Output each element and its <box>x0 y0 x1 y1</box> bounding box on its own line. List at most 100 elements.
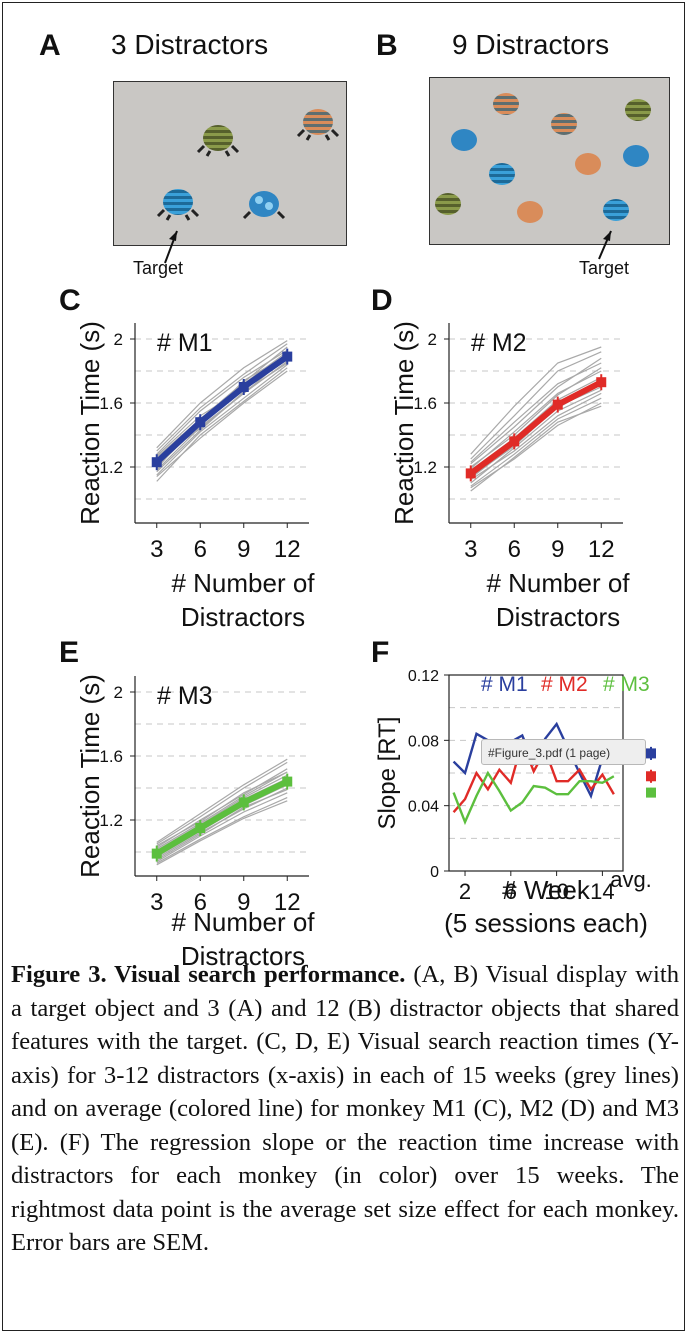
mean-point <box>282 351 293 362</box>
legend-entry: # M2 <box>541 673 588 696</box>
mean-point <box>238 382 249 392</box>
weekly-line <box>156 349 288 455</box>
x-tick-label: 9 <box>551 536 564 563</box>
chart-d-xlabel: # Number of Distractors <box>486 568 630 632</box>
y-tick-label: 0 <box>430 864 439 881</box>
mean-series-line <box>468 379 603 476</box>
target-object <box>156 189 200 221</box>
x-tick-label: 6 <box>505 879 517 903</box>
chart-e-xlabel: # Number of Distractors <box>171 907 315 971</box>
mean-series-line <box>154 354 289 465</box>
x-tick-label: 6 <box>194 889 207 911</box>
target-arrow-a <box>164 230 178 264</box>
weekly-line <box>156 800 288 866</box>
caption-title: Figure 3. Visual search performance. <box>11 961 406 988</box>
panel-letter-c: C <box>59 284 81 317</box>
pdf-file-tooltip: #Figure_3.pdf (1 page) <box>481 739 646 765</box>
weekly-line <box>156 771 288 847</box>
series-line <box>452 770 615 826</box>
weekly-line <box>156 370 288 478</box>
legend-entry: # M1 <box>481 673 528 696</box>
scene-b-drawing <box>435 93 651 223</box>
y-tick-label: 2 <box>114 330 123 349</box>
y-tick-label: 1.2 <box>99 458 123 477</box>
y-tick-label: 1.2 <box>99 811 123 830</box>
weekly-line <box>156 343 288 452</box>
blue-distractor-object <box>242 191 286 220</box>
x-tick-label: 3 <box>150 536 163 563</box>
monkey-annotation: # M2 <box>471 329 527 357</box>
x-tick-label: 3 <box>464 536 477 563</box>
target-object-b <box>603 199 629 221</box>
y-axis-label: Reaction Time (s) <box>75 674 105 878</box>
series-line <box>452 738 615 813</box>
weekly-line <box>470 357 602 465</box>
mean-point <box>238 797 249 808</box>
chart-m2-reaction-time: 1.2 1.6 2 3 6 9 12 Reaction Time (s) # M2 <box>389 321 623 563</box>
y-tick-label: 0.04 <box>408 799 439 816</box>
x-tick-label: 9 <box>237 536 250 563</box>
avg-point <box>646 748 656 759</box>
panel-title-a: 3 Distractors <box>111 29 269 60</box>
x-tick-label: 12 <box>588 536 615 563</box>
y-axis-label: Slope [RT] <box>374 717 401 830</box>
panel-letter-f: F <box>371 636 390 669</box>
y-tick-label: 2 <box>428 330 437 349</box>
weekly-line <box>156 761 288 845</box>
y-tick-label: 1.6 <box>413 394 437 413</box>
panel-letter-e: E <box>59 636 80 669</box>
x-tick-label: 3 <box>150 889 163 911</box>
legend-entry: # M3 <box>603 673 650 696</box>
y-tick-label: 1.2 <box>413 458 437 477</box>
target-arrow-b <box>598 230 612 260</box>
chart-m1-reaction-time: 1.2 1.6 2 3 6 9 12 Reaction Time (s) # M1 <box>75 321 309 563</box>
weekly-line <box>156 797 288 864</box>
figure-caption: Figure 3. Visual search performance. (A,… <box>11 958 679 1260</box>
weekly-line <box>470 370 602 470</box>
x-tick-label: 2 <box>459 879 471 903</box>
avg-point <box>646 771 656 782</box>
chart-slope-by-week: 0 0.04 0.08 0.12 2 6 10 14 Slope [RT] # M1 # M2 # M… <box>374 668 656 903</box>
green-distractor-object <box>196 125 240 157</box>
chart-f-xlabel2: (5 sessions each) <box>444 908 648 938</box>
x-tick-label: 12 <box>274 889 301 911</box>
y-axis-label: Reaction Time (s) <box>75 321 105 525</box>
mean-point <box>552 399 563 410</box>
caption-body: (A, B) Visual display with a target obje… <box>11 961 679 1256</box>
distractor-objects <box>435 93 651 223</box>
weekly-line <box>470 346 602 455</box>
mean-point <box>195 823 206 833</box>
weekly-line <box>470 397 602 487</box>
x-tick-label: 6 <box>194 536 207 563</box>
weekly-line <box>156 364 288 476</box>
chart-m3-reaction-time: 1.2 1.6 2 3 6 9 12 Reaction Time (s) # M3 <box>75 674 309 911</box>
y-axis-label: Reaction Time (s) <box>389 321 419 525</box>
y-tick-label: 0.08 <box>408 733 439 750</box>
panel-letter-a: A <box>39 29 61 62</box>
mean-point <box>151 457 162 468</box>
mean-point <box>195 417 206 428</box>
scene-a-drawing <box>156 109 340 221</box>
chart-f-avg-label: avg. <box>610 867 652 892</box>
panel-title-b: 9 Distractors <box>452 29 610 60</box>
mean-point <box>596 377 607 388</box>
panel-letter-b: B <box>376 29 398 62</box>
x-tick-label: 10 <box>544 879 568 903</box>
y-tick-label: 0.12 <box>408 668 439 685</box>
monkey-annotation: # M3 <box>157 682 213 710</box>
scene-3-distractors <box>113 81 347 246</box>
weekly-line <box>156 340 288 449</box>
x-tick-label: 14 <box>590 879 614 903</box>
weekly-line <box>470 402 602 489</box>
y-tick-label: 2 <box>114 683 123 702</box>
weekly-line <box>470 362 602 463</box>
monkey-annotation: # M1 <box>157 329 213 357</box>
target-label-a: Target <box>133 258 184 278</box>
mean-series-line <box>155 778 289 857</box>
chart-f-xlabel: # Week <box>502 875 590 905</box>
x-tick-label: 6 <box>508 536 521 563</box>
mean-point <box>509 436 520 447</box>
weekly-line <box>470 367 602 468</box>
plot-frame <box>448 674 624 872</box>
